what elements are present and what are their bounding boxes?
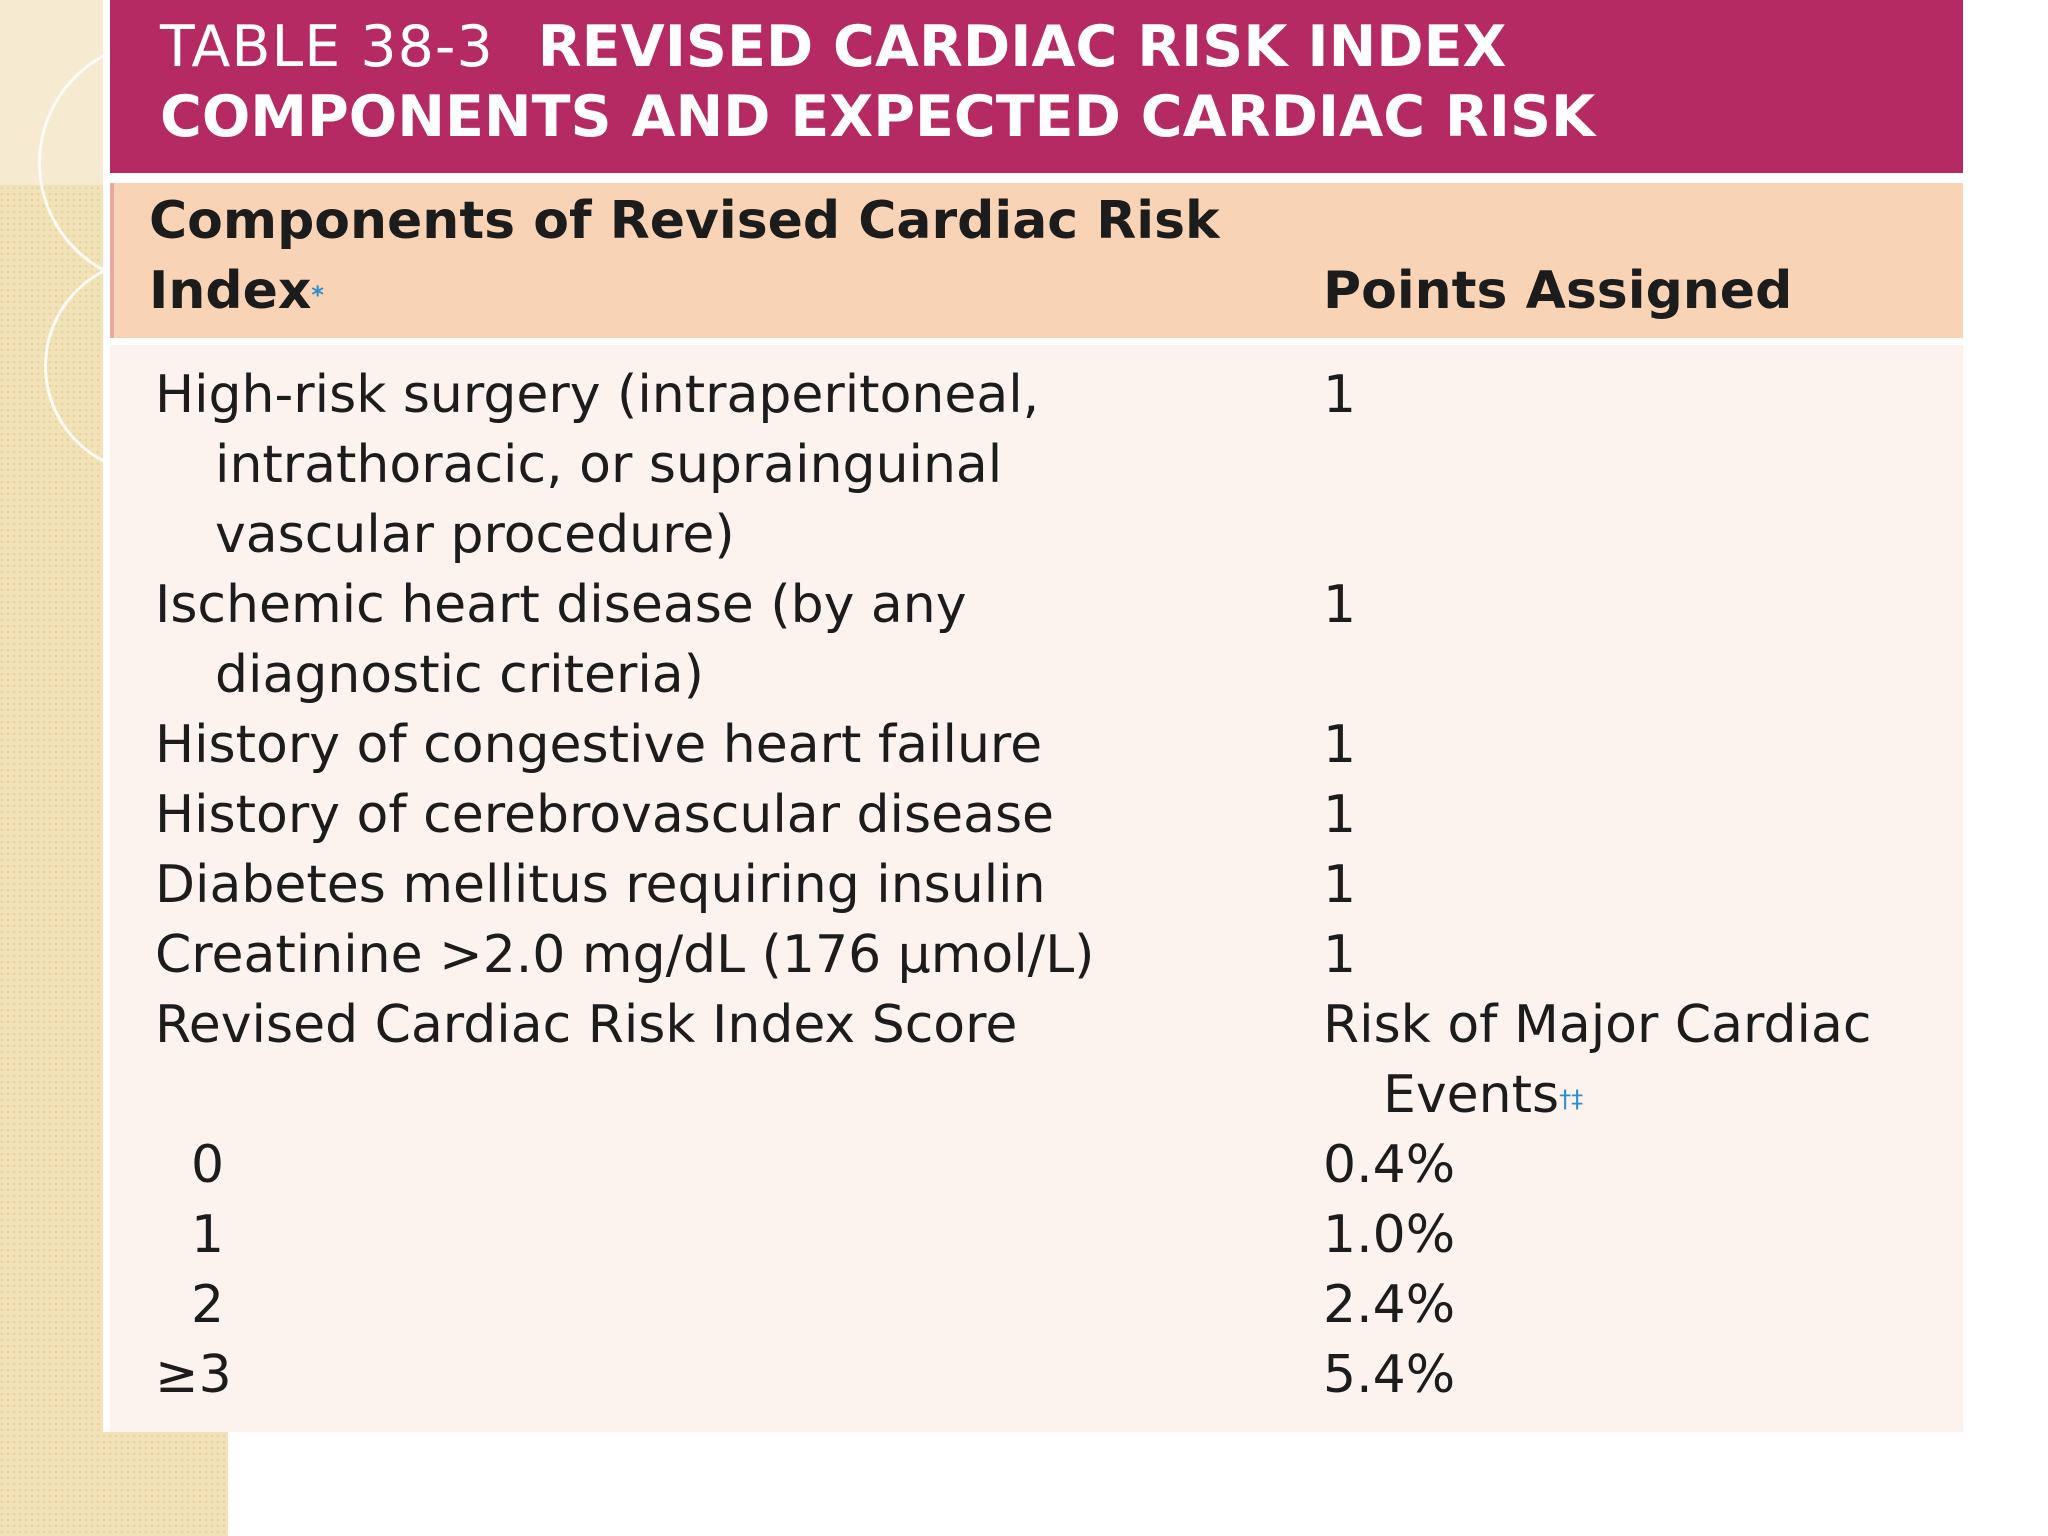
table-body-band [110,345,1963,1432]
header-components-line-1: Components of Revised Cardiac Risk [149,191,1220,251]
component-label-continued: vascular procedure) [215,505,735,565]
table-title-line-1: TABLE 38-3 REVISED CARDIAC RISK INDEX [160,12,1506,82]
risk-percent: 5.4% [1323,1345,1456,1405]
component-points: 1 [1323,785,1357,845]
component-points: 1 [1323,365,1357,425]
table-title-line-2: COMPONENTS AND EXPECTED CARDIAC RISK [160,84,1596,150]
risk-score-header: Revised Cardiac Risk Index Score [155,995,1018,1055]
component-label: Creatinine >2.0 mg/dL (176 µmol/L) [155,925,1095,985]
component-label: Diabetes mellitus requiring insulin [155,855,1046,915]
component-label: Ischemic heart disease (by any [155,575,967,635]
component-points: 1 [1323,925,1357,985]
table-header-band [110,183,1963,338]
risk-percent: 1.0% [1323,1205,1456,1265]
risk-score: ≥3 [155,1345,232,1405]
risk-percent: 0.4% [1323,1135,1456,1195]
table-title-text: REVISED CARDIAC RISK INDEX [537,14,1507,80]
risk-percent: 2.4% [1323,1275,1456,1335]
header-components-index: Index [149,261,312,321]
component-label: History of cerebrovascular disease [155,785,1055,845]
component-points: 1 [1323,855,1357,915]
component-label: History of congestive heart failure [155,715,1043,775]
risk-events-label: Events [1383,1065,1560,1125]
header-points-assigned: Points Assigned [1323,261,1793,321]
table-title-band: TABLE 38-3 REVISED CARDIAC RISK INDEX COM… [110,0,1963,173]
risk-events-header-line-2: Events†‡ [1383,1060,1583,1130]
risk-score: 2 [191,1275,225,1335]
risk-score: 0 [191,1135,225,1195]
risk-events-header-line-1: Risk of Major Cardiac [1323,995,1872,1055]
component-label-continued: diagnostic criteria) [215,645,704,705]
table-number: TABLE 38-3 [160,14,494,80]
component-label-continued: intrathoracic, or suprainguinal [215,435,1003,495]
component-points: 1 [1323,715,1357,775]
footnote-mark: †‡ [1559,1085,1584,1113]
risk-score: 1 [191,1205,225,1265]
component-points: 1 [1323,575,1357,635]
component-label: High-risk surgery (intraperitoneal, [155,365,1040,425]
header-components-line-2: Index* [149,256,324,326]
footnote-mark: * [311,281,324,309]
risk-index-table: TABLE 38-3 REVISED CARDIAC RISK INDEX COM… [103,0,1963,1432]
